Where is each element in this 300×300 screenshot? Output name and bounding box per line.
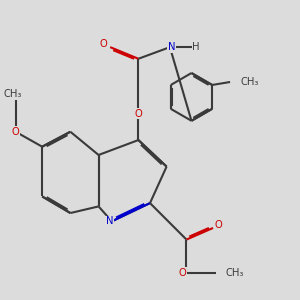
- Text: O: O: [134, 109, 142, 118]
- Text: O: O: [214, 220, 222, 230]
- Text: N: N: [106, 216, 113, 226]
- Text: CH₃: CH₃: [241, 77, 259, 87]
- Text: N: N: [168, 42, 175, 52]
- Text: O: O: [12, 127, 20, 137]
- Text: O: O: [100, 39, 107, 49]
- Text: CH₃: CH₃: [4, 89, 22, 99]
- Text: O: O: [178, 268, 186, 278]
- Text: CH₃: CH₃: [226, 268, 244, 278]
- Text: H: H: [192, 42, 200, 52]
